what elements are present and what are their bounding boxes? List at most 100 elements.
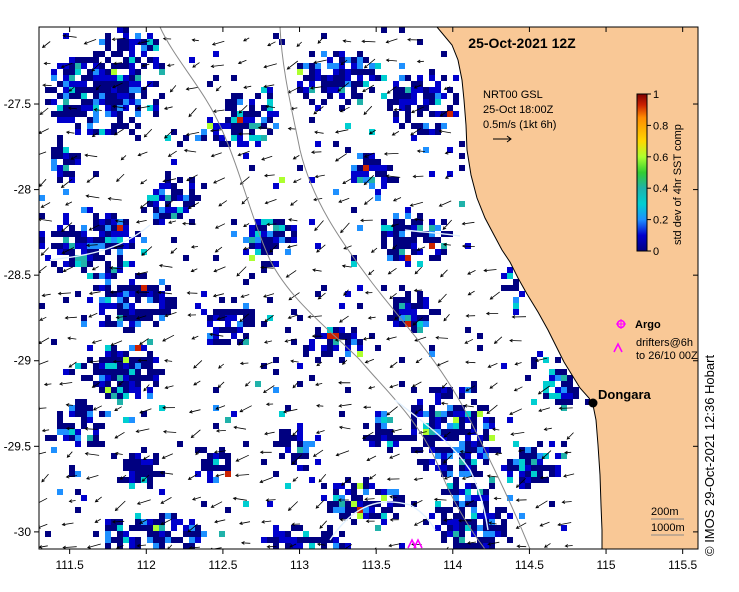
sst-cell	[69, 159, 75, 165]
sst-cell	[423, 423, 429, 429]
sst-cell	[105, 33, 111, 39]
sst-cell	[123, 315, 129, 321]
current-arrow	[244, 381, 251, 387]
sst-cell	[123, 375, 129, 381]
sst-cell	[339, 501, 345, 507]
sst-cell	[105, 531, 111, 537]
current-arrow	[362, 336, 373, 341]
current-arrow	[190, 429, 201, 439]
sst-cell	[399, 297, 405, 303]
sst-cell	[57, 489, 63, 495]
sst-cell	[393, 249, 399, 255]
current-arrow	[311, 334, 323, 338]
sst-cell	[345, 513, 351, 519]
sst-cell	[363, 489, 369, 495]
sst-cell	[303, 447, 309, 453]
sst-cell	[381, 411, 387, 417]
sst-cell	[387, 225, 393, 231]
sst-cell	[69, 255, 75, 261]
sst-cell	[165, 513, 171, 519]
current-arrow	[215, 473, 225, 478]
drifter-marker-icon	[407, 538, 423, 549]
sst-cell	[231, 219, 237, 225]
sst-cell	[273, 237, 279, 243]
sst-cell	[99, 99, 105, 105]
sst-cell	[153, 57, 159, 63]
sst-cell	[111, 81, 117, 87]
sst-cell	[471, 429, 477, 435]
sst-cell	[225, 417, 231, 423]
current-arrow	[486, 474, 498, 478]
sst-cell	[273, 111, 279, 117]
sst-cell	[357, 501, 363, 507]
sst-cell	[279, 219, 285, 225]
sst-cell	[69, 225, 75, 231]
sst-cell	[57, 141, 63, 147]
current-arrow	[466, 541, 477, 545]
current-arrow	[113, 128, 124, 136]
sst-cell	[273, 441, 279, 447]
sst-cell	[231, 111, 237, 117]
sst-cell	[519, 447, 525, 453]
sst-cell	[75, 69, 81, 75]
current-arrow	[340, 477, 352, 486]
sst-cell	[153, 471, 159, 477]
sst-cell	[87, 375, 93, 381]
y-tick-label: -28.5	[4, 268, 32, 282]
sst-cell	[417, 39, 423, 45]
sst-cell	[297, 429, 303, 435]
sst-cell	[213, 459, 219, 465]
sst-cell	[423, 105, 429, 111]
sst-cell	[141, 285, 147, 291]
sst-cell	[417, 261, 423, 267]
sst-cell	[549, 501, 555, 507]
sst-cell	[237, 327, 243, 333]
sst-cell	[141, 363, 147, 369]
sst-cell	[63, 105, 69, 111]
current-arrow	[386, 406, 398, 416]
sst-cell	[207, 453, 213, 459]
sst-cell	[141, 471, 147, 477]
sst-cell	[471, 387, 477, 393]
current-arrow	[491, 427, 500, 432]
sst-cell	[177, 189, 183, 195]
current-arrow	[334, 129, 349, 134]
sst-cell	[117, 357, 123, 363]
sst-cell	[357, 75, 363, 81]
sst-cell	[63, 429, 69, 435]
sst-cell	[81, 93, 87, 99]
sst-cell	[381, 423, 387, 429]
current-arrow	[236, 266, 247, 277]
sst-cell	[123, 531, 129, 537]
sst-cell	[315, 291, 321, 297]
current-arrow	[42, 83, 52, 88]
sst-cell	[105, 303, 111, 309]
sst-cell	[225, 315, 231, 321]
current-arrow	[182, 221, 197, 226]
sst-cell	[165, 201, 171, 207]
sst-cell	[93, 51, 99, 57]
sst-cell	[99, 357, 105, 363]
sst-cell	[147, 291, 153, 297]
sst-cell	[459, 507, 465, 513]
sst-cell	[219, 531, 225, 537]
sst-cell	[417, 129, 423, 135]
sst-cell	[255, 381, 261, 387]
sst-cell	[291, 237, 297, 243]
sst-cell	[381, 75, 387, 81]
sst-cell	[147, 519, 153, 525]
sst-cell	[387, 315, 393, 321]
sst-cell	[291, 525, 297, 531]
sst-cell	[339, 495, 345, 501]
sst-cell	[339, 513, 345, 519]
sst-cell	[345, 351, 351, 357]
sst-cell	[141, 273, 147, 279]
sst-cell	[141, 63, 147, 69]
sst-cell	[255, 93, 261, 99]
sst-cell	[69, 171, 75, 177]
sst-cell	[189, 531, 195, 537]
sst-cell	[417, 399, 423, 405]
sst-cell	[411, 93, 417, 99]
sst-cell	[105, 357, 111, 363]
sst-cell	[213, 129, 219, 135]
